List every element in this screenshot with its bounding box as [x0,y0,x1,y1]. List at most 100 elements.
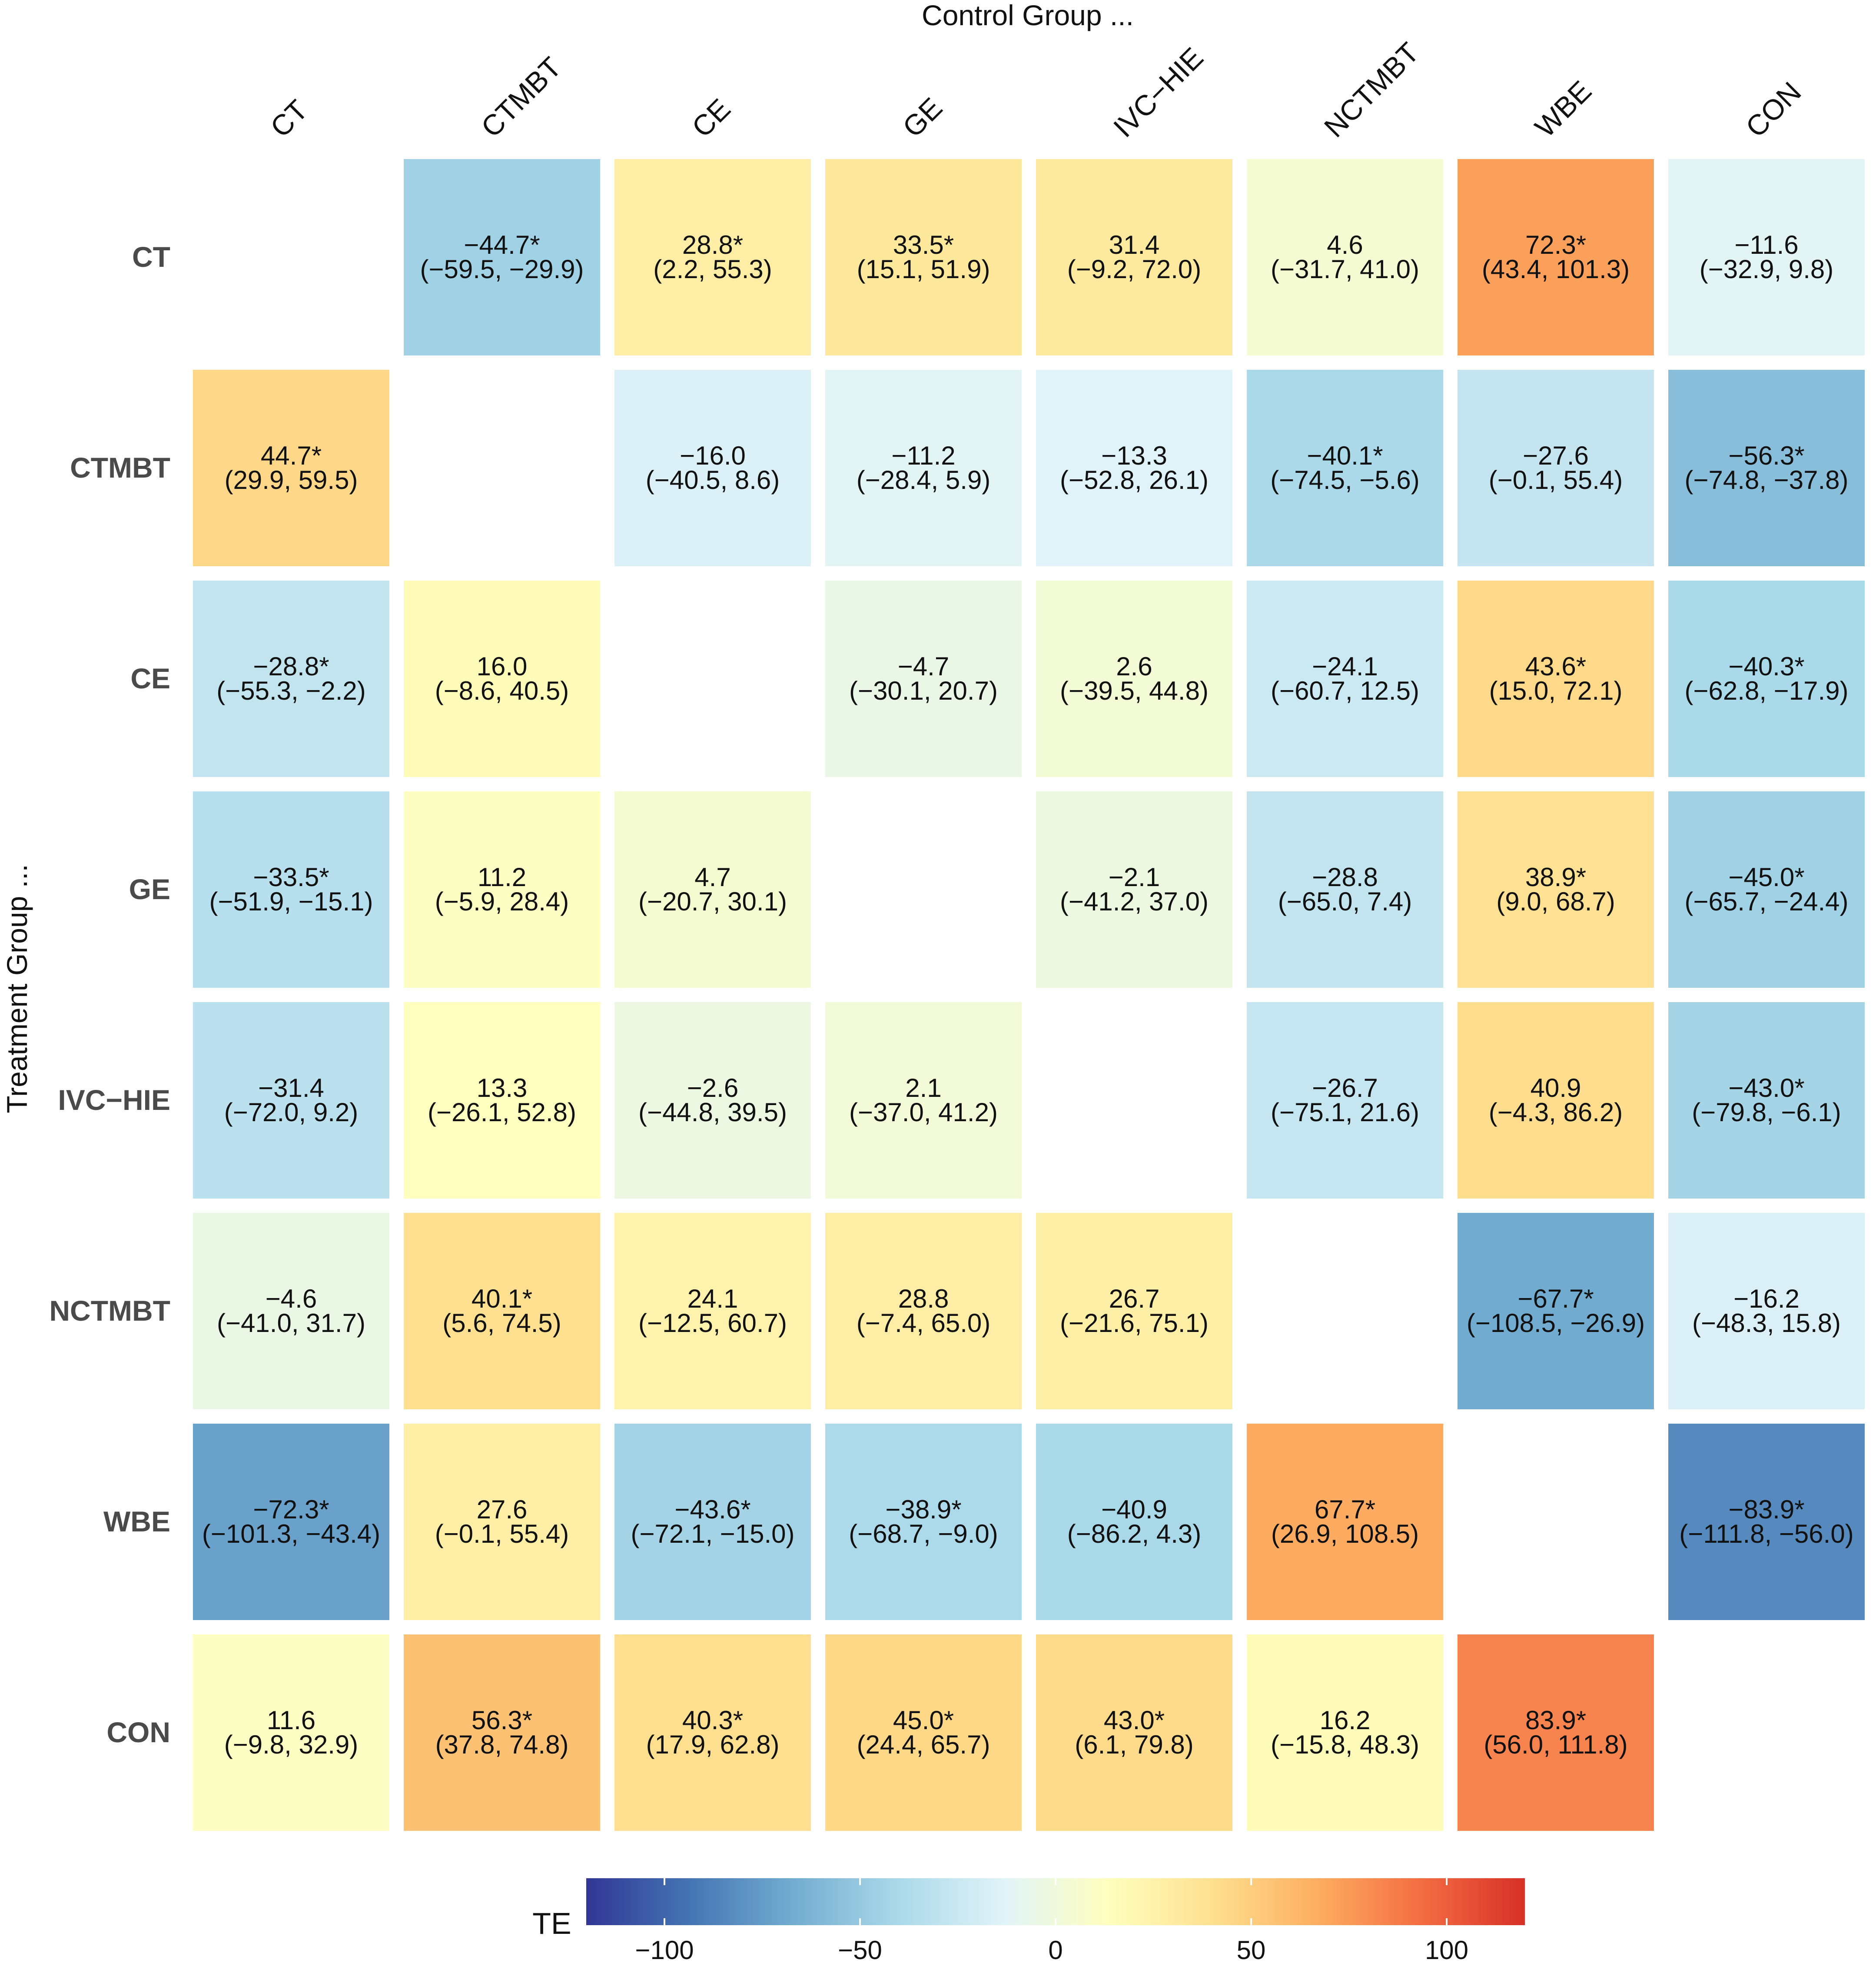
heatmap-cell [193,1424,389,1620]
heatmap-cell [825,1213,1022,1409]
column-labels: CT CTMBT CE GE IVC−HIE NCTMBT WBE CON [264,36,1807,143]
x-axis-title: Control Group ... [922,0,1134,31]
cell-estimate: 31.4 [1109,230,1160,259]
heatmap-cell [825,581,1022,777]
column-label: CT [264,93,314,143]
cell-estimate: 13.3 [477,1073,528,1103]
cell-interval: (17.9, 62.8) [646,1730,780,1759]
heatmap-cell [614,159,811,355]
heatmap-cell [1458,370,1654,566]
heatmap-cell [404,1213,600,1409]
cell-interval: (−44.8, 39.5) [638,1098,787,1127]
cell-estimate: −2.1 [1109,863,1160,892]
cell-estimate: 28.8 [898,1284,949,1313]
heatmap-cell [1668,1213,1865,1409]
cell-interval: (−55.3, −2.2) [216,676,366,705]
heatmap-cell [193,791,389,988]
row-label: CON [106,1716,170,1748]
cell-interval: (−41.2, 37.0) [1060,887,1209,916]
heatmap-cell [193,581,389,777]
legend-tick-label: −100 [635,1936,694,1965]
cell-interval: (−108.5, −26.9) [1467,1308,1645,1338]
heatmap-cell [1036,581,1232,777]
cell-interval: (43.4, 101.3) [1482,255,1630,284]
heatmap-cell [825,159,1022,355]
heatmap-cell [404,581,600,777]
heatmap-cell [1458,581,1654,777]
cell-estimate: 2.6 [1116,652,1152,681]
cell-interval: (−21.6, 75.1) [1060,1308,1209,1338]
cell-estimate: −40.3* [1728,652,1804,681]
heatmap-cell [404,1424,600,1620]
row-label: NCTMBT [49,1295,170,1327]
cell-interval: (−4.3, 86.2) [1489,1098,1623,1127]
cell-estimate: 16.0 [477,652,528,681]
cell-estimate: −40.1* [1307,441,1383,470]
legend-ticks: −100 −50 0 50 100 [635,1878,1468,1965]
heatmap-cell [404,791,600,988]
cell-estimate: 43.0* [1104,1706,1165,1735]
legend-tick-label: 100 [1425,1936,1468,1965]
cell-interval: (−86.2, 4.3) [1067,1519,1202,1548]
heatmap-cell [1036,1213,1232,1409]
cell-estimate: −45.0* [1728,863,1804,892]
cell-estimate: 40.9 [1531,1073,1581,1103]
cell-estimate: −28.8* [253,652,329,681]
cell-estimate: 27.6 [477,1495,528,1524]
heatmap-cell [1036,370,1232,566]
cell-estimate: −31.4 [258,1073,324,1103]
heatmap-cell [1668,370,1865,566]
heatmap-cell [1036,791,1232,988]
cell-interval: (−20.7, 30.1) [638,887,787,916]
cell-estimate: 83.9* [1525,1706,1586,1735]
row-label: CE [130,662,170,694]
cell-estimate: −40.9 [1101,1495,1167,1524]
heatmap-cell [1668,159,1865,355]
legend-title: TE [532,1906,571,1940]
cell-interval: (−32.9, 9.8) [1700,255,1834,284]
heatmap-cell [614,1213,811,1409]
heatmap-cell [614,1424,811,1620]
cell-interval: (−15.8, 48.3) [1271,1730,1419,1759]
heatmap-cell [825,1002,1022,1199]
cell-interval: (5.6, 74.5) [442,1308,561,1338]
cell-interval: (−72.0, 9.2) [224,1098,359,1127]
cell-interval: (−74.5, −5.6) [1270,465,1420,495]
cell-estimate: −26.7 [1312,1073,1378,1103]
cell-estimate: −33.5* [253,863,329,892]
cell-interval: (−60.7, 12.5) [1271,676,1419,705]
row-label: CTMBT [70,452,170,484]
cell-estimate: 43.6* [1525,652,1586,681]
heatmap-cell [1458,1634,1654,1831]
heatmap-cell [404,1002,600,1199]
heatmap-cell [614,1634,811,1831]
heatmap-cell [1247,370,1443,566]
cell-interval: (−52.8, 26.1) [1060,465,1209,495]
cell-estimate: −4.6 [266,1284,317,1313]
cell-estimate: 4.7 [694,863,730,892]
cell-estimate: 67.7* [1315,1495,1375,1524]
heatmap-cell [193,1213,389,1409]
cell-interval: (−12.5, 60.7) [638,1308,787,1338]
heatmap-cell [1668,1002,1865,1199]
heatmap-cell [193,1002,389,1199]
cell-estimate: 33.5* [893,230,954,259]
cell-estimate: −43.0* [1728,1073,1804,1103]
cell-estimate: 40.1* [471,1284,532,1313]
heatmap-cell [1668,791,1865,988]
heatmap-cell [1247,581,1443,777]
cell-interval: (−48.3, 15.8) [1692,1308,1841,1338]
column-label: CTMBT [475,51,568,143]
cell-interval: (−40.5, 8.6) [646,465,780,495]
cell-estimate: 38.9* [1525,863,1586,892]
cell-interval: (−9.2, 72.0) [1067,255,1202,284]
heatmap-cells: −44.7*(−59.5, −29.9) 28.8*(2.2, 55.3) 33.5… [193,159,1865,1831]
cell-estimate: −38.9* [885,1495,961,1524]
cell-interval: (24.4, 65.7) [857,1730,990,1759]
column-label: CE [686,93,737,143]
y-axis-title: Treatment Group ... [1,864,33,1113]
cell-estimate: −28.8 [1312,863,1378,892]
heatmap-cell [1458,1002,1654,1199]
legend-tick-label: 50 [1237,1936,1266,1965]
